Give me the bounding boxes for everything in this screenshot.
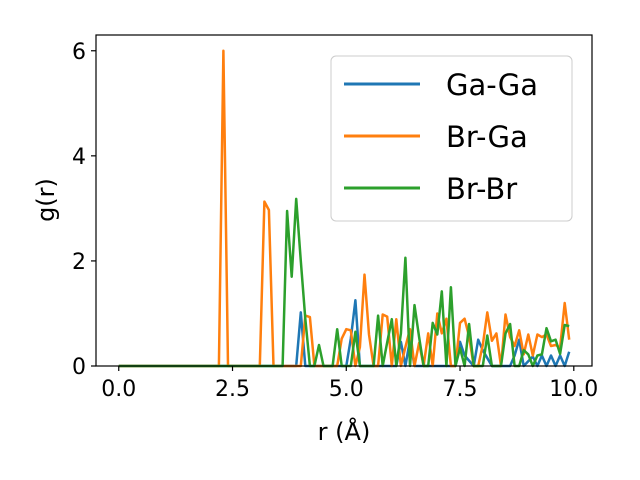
x-ticks: 0.0 2.5 5.0 7.5 10.0 <box>101 366 598 402</box>
y-tick-label: 6 <box>72 40 86 65</box>
y-tick-label: 0 <box>72 355 86 380</box>
plot-frame <box>95 34 593 367</box>
legend-label-2: Br-Br <box>446 172 517 206</box>
x-tick-label: 2.5 <box>215 377 250 402</box>
series-line-2 <box>118 197 570 368</box>
legend-label-1: Br-Ga <box>446 120 528 154</box>
y-tick-label: 2 <box>72 250 86 275</box>
legend-box <box>330 55 573 222</box>
series-line-1 <box>118 49 571 368</box>
legend: Ga-Ga Br-Ga Br-Br <box>330 55 573 222</box>
y-axis-label: g(r) <box>32 178 60 222</box>
x-tick-label: 7.5 <box>443 377 478 402</box>
y-tick-label: 4 <box>72 145 86 170</box>
x-tick-label: 5.0 <box>329 377 364 402</box>
legend-label-0: Ga-Ga <box>446 68 538 102</box>
x-tick-label: 10.0 <box>549 377 598 402</box>
y-ticks: 0 2 4 6 <box>72 40 96 380</box>
x-tick-label: 0.0 <box>101 377 136 402</box>
x-axis-label: r (Å) <box>318 417 371 446</box>
